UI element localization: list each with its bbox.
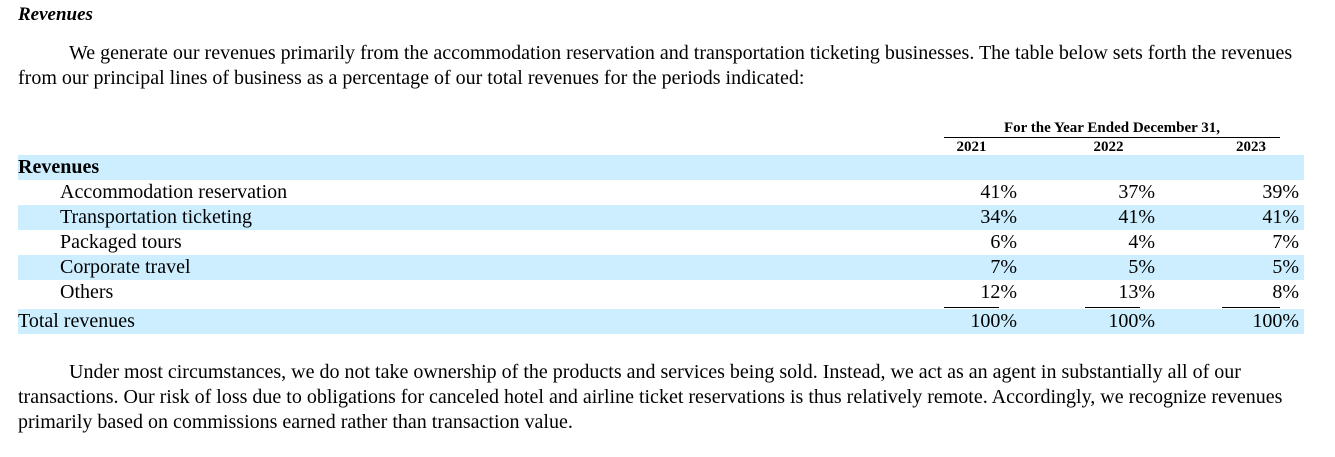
total-value-2022: 100%: [1108, 310, 1155, 332]
row-label: Packaged tours: [60, 231, 182, 253]
row-value-2022: 5%: [1128, 256, 1155, 278]
intro-paragraph: We generate our revenues primarily from …: [18, 42, 1293, 89]
table-row: Others 12% 13% 8%: [18, 280, 1304, 305]
year-header-2022: 2022: [1081, 139, 1136, 156]
row-label: Others: [60, 281, 114, 303]
section-heading: Revenues: [18, 4, 93, 25]
row-label: Corporate travel: [60, 256, 191, 278]
total-value-2021: 100%: [970, 310, 1017, 332]
row-value-2021: 7%: [990, 256, 1017, 278]
subtotal-rule-2021: [944, 307, 999, 308]
row-label: Accommodation reservation: [60, 181, 288, 203]
row-label: Transportation ticketing: [60, 206, 253, 228]
row-value-2023: 5%: [1272, 256, 1299, 278]
table-section-row: Revenues: [18, 155, 1304, 180]
closing-paragraph: Under most circumstances, we do not take…: [18, 361, 1283, 433]
row-value-2021: 41%: [980, 181, 1017, 203]
row-value-2023: 7%: [1272, 231, 1299, 253]
row-value-2023: 39%: [1262, 181, 1299, 203]
row-value-2021: 34%: [980, 206, 1017, 228]
subtotal-rule-2023: [1222, 307, 1280, 308]
total-value-2023: 100%: [1252, 310, 1299, 332]
row-value-2021: 6%: [990, 231, 1017, 253]
period-header: For the Year Ended December 31,: [944, 120, 1280, 138]
total-label: Total revenues: [18, 310, 135, 332]
table-row: Transportation ticketing 34% 41% 41%: [18, 205, 1304, 230]
row-value-2021: 12%: [980, 281, 1017, 303]
row-value-2022: 13%: [1118, 281, 1155, 303]
row-value-2023: 8%: [1272, 281, 1299, 303]
year-header-2021: 2021: [944, 139, 999, 156]
row-value-2022: 41%: [1118, 206, 1155, 228]
table-row: Packaged tours 6% 4% 7%: [18, 230, 1304, 255]
row-value-2022: 4%: [1128, 231, 1155, 253]
table-row: Corporate travel 7% 5% 5%: [18, 255, 1304, 280]
subtotal-rule-2022: [1085, 307, 1140, 308]
year-header-2023: 2023: [1222, 139, 1280, 156]
row-value-2022: 37%: [1118, 181, 1155, 203]
table-total-row: Total revenues 100% 100% 100%: [18, 309, 1304, 334]
table-section-label: Revenues: [18, 156, 100, 178]
table-row: Accommodation reservation 41% 37% 39%: [18, 180, 1304, 205]
row-value-2023: 41%: [1262, 206, 1299, 228]
